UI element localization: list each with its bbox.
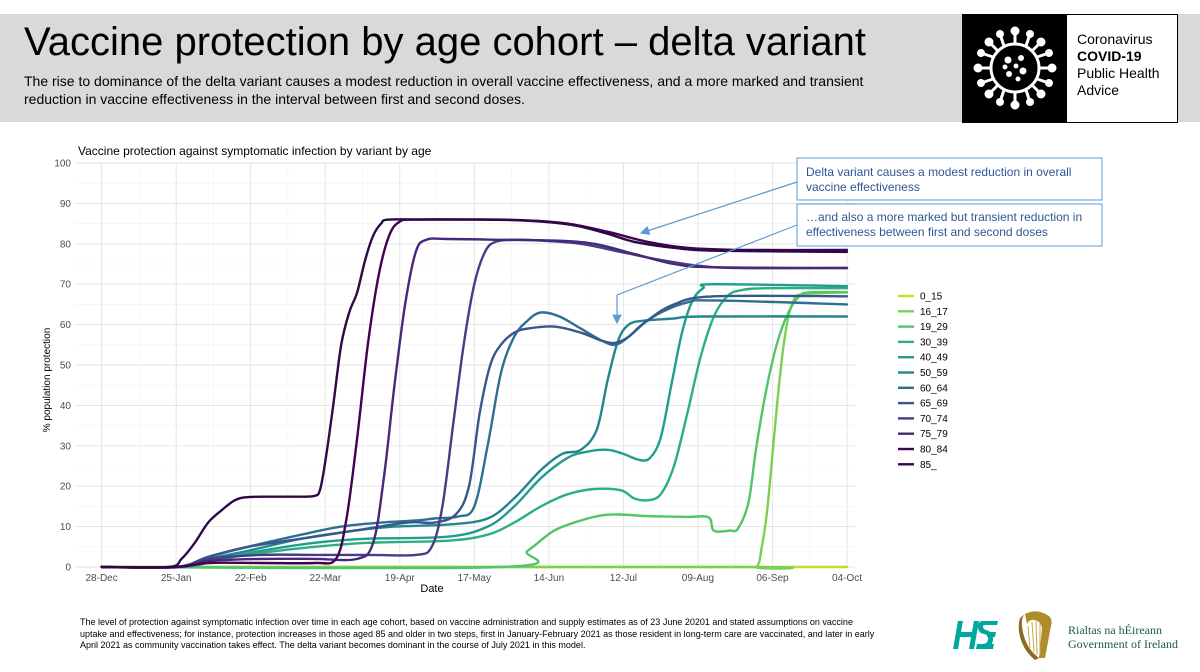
logo-line-2: COVID-19 xyxy=(1077,48,1142,64)
covid-advice-logo: Coronavirus COVID-19 Public Health Advic… xyxy=(962,14,1178,123)
virus-icon-panel xyxy=(963,15,1067,122)
legend-label-19_29: 19_29 xyxy=(920,322,948,333)
legend-label-65_69: 65_69 xyxy=(920,399,948,410)
y-tick-label: 60 xyxy=(60,320,72,331)
gov-line-irish: Rialtas na hÉireann xyxy=(1068,623,1162,637)
chart-title: Vaccine protection against symptomatic i… xyxy=(78,144,432,158)
chart-grid xyxy=(75,162,855,568)
logo-line-1: Coronavirus xyxy=(1077,31,1153,47)
y-tick-label: 100 xyxy=(54,159,71,170)
series-line-19_29 xyxy=(100,290,849,570)
x-tick-label: 28-Dec xyxy=(85,573,117,584)
hse-logo-icon xyxy=(953,621,998,649)
series-line-40_49 xyxy=(100,282,849,569)
page-subtitle: The rise to dominance of the delta varia… xyxy=(24,73,864,107)
x-tick-label: 14-Jun xyxy=(534,573,565,584)
annotation-2-line-2: effectiveness between first and second d… xyxy=(806,225,1048,239)
legend-label-60_64: 60_64 xyxy=(920,383,948,394)
series-line-30_39 xyxy=(100,286,849,569)
legend-label-80_84: 80_84 xyxy=(920,445,948,456)
y-tick-label: 10 xyxy=(60,522,72,533)
annotation-1-line-2: vaccine effectiveness xyxy=(806,180,920,194)
annotation-2-line-1: …and also a more marked but transient re… xyxy=(806,210,1082,224)
x-tick-label: 06-Sep xyxy=(756,573,789,584)
legend-label-70_74: 70_74 xyxy=(920,414,948,425)
chart-legend: 0_15 16_17 19_29 30_39 40_49 50_59 60_64 65_69 7… xyxy=(898,292,948,471)
y-tick-label: 80 xyxy=(60,239,72,250)
legend-label-30_39: 30_39 xyxy=(920,337,948,348)
series-lines xyxy=(100,218,849,570)
x-tick-label: 22-Feb xyxy=(235,573,267,584)
annotation-2: …and also a more marked but transient re… xyxy=(612,203,1103,325)
logo-line-3: Public Health xyxy=(1077,65,1160,81)
annotation-1-box xyxy=(796,157,1103,201)
harp-icon xyxy=(1018,611,1052,660)
government-of-ireland-logo: Rialtas na hÉireann Government of Irelan… xyxy=(1068,623,1178,651)
legend-label-16_17: 16_17 xyxy=(920,307,948,318)
y-tick-label: 50 xyxy=(60,361,72,372)
series-line-65_69 xyxy=(100,294,849,569)
x-tick-label: 09-Aug xyxy=(682,573,714,584)
x-axis-label: Date xyxy=(420,583,443,595)
annotation-1: Delta variant causes a modest reduction … xyxy=(639,157,1103,235)
y-tick-label: 40 xyxy=(60,401,72,412)
legend-label-50_59: 50_59 xyxy=(920,368,948,379)
legend-label-85_: 85_ xyxy=(920,460,937,471)
legend-label-0_15: 0_15 xyxy=(920,292,943,303)
annotation-2-arrow xyxy=(612,224,798,325)
logo-text: Coronavirus COVID-19 Public Health Advic… xyxy=(1077,31,1160,99)
virus-icon xyxy=(973,26,1057,110)
legend-label-40_49: 40_49 xyxy=(920,353,948,364)
annotation-1-line-1: Delta variant causes a modest reduction … xyxy=(806,165,1071,179)
x-tick-label: 25-Jan xyxy=(161,573,192,584)
x-tick-label: 12-Jul xyxy=(610,573,637,584)
logo-line-4: Advice xyxy=(1077,82,1120,98)
y-tick-label: 0 xyxy=(65,563,71,574)
y-tick-label: 30 xyxy=(60,441,72,452)
x-axis: 28-Dec 25-Jan 22-Feb 22-Mar 19-Apr 17-May 14-J… xyxy=(85,573,862,584)
x-tick-label: 19-Apr xyxy=(385,573,416,584)
x-tick-label: 04-Oct xyxy=(832,573,862,584)
series-line-85_ xyxy=(100,218,849,569)
y-tick-label: 20 xyxy=(60,482,72,493)
legend-label-75_79: 75_79 xyxy=(920,429,948,440)
gov-line-english: Government of Ireland xyxy=(1068,637,1178,651)
y-tick-label: 70 xyxy=(60,280,72,291)
page-title: Vaccine protection by age cohort – delta… xyxy=(24,20,866,64)
y-tick-label: 90 xyxy=(60,199,72,210)
annotation-2-box xyxy=(796,203,1103,247)
footnote: The level of protection against symptoma… xyxy=(80,617,875,650)
y-axis: 0 10 20 30 40 50 60 70 80 90 100 xyxy=(54,159,71,574)
series-line-80_84 xyxy=(100,218,849,569)
y-axis-label: % population protection xyxy=(42,328,53,433)
line-chart: Vaccine protection against symptomatic i… xyxy=(42,144,1103,595)
series-line-75_79 xyxy=(100,237,849,569)
x-tick-label: 22-Mar xyxy=(309,573,341,584)
annotation-1-arrow xyxy=(639,181,798,235)
series-line-50_59 xyxy=(100,315,849,569)
x-tick-label: 17-May xyxy=(458,573,491,584)
